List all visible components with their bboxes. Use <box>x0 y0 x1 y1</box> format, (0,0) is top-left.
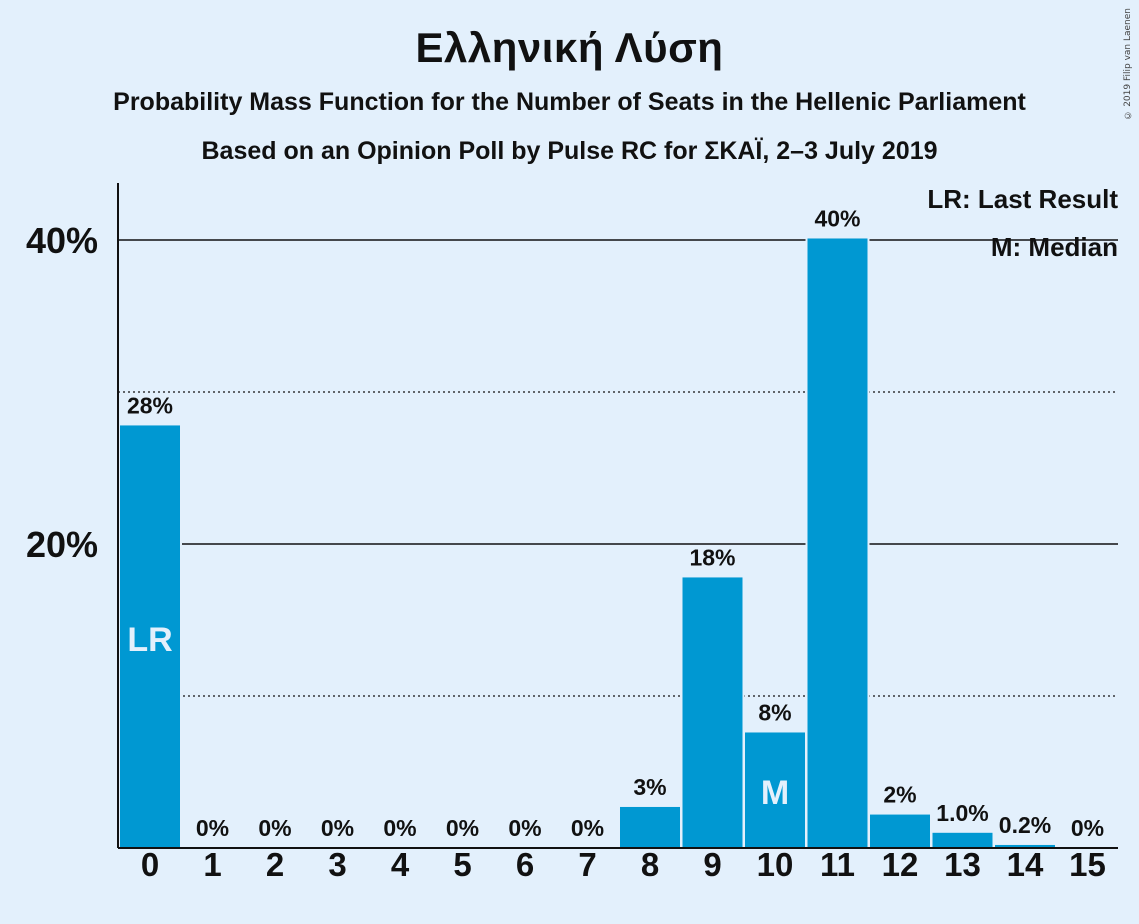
bar <box>932 832 993 848</box>
bar <box>682 577 743 848</box>
data-label: 28% <box>127 392 173 418</box>
x-tick-label: 12 <box>882 846 919 883</box>
bar-layer <box>118 237 1057 849</box>
x-tick-label: 3 <box>328 846 346 883</box>
label-layer: 28% LR 0% 0% 0% 0% 0% 0% 0% 3% 18% 8% M 40% 2% 1.0% 0.2%… <box>127 205 1104 841</box>
bar <box>870 814 930 848</box>
x-tick-label: 4 <box>391 846 410 883</box>
chart-subtitle-2: Based on an Opinion Poll by Pulse RC for… <box>201 137 938 165</box>
grid-layer <box>118 239 1118 697</box>
y-tick-label: 40% <box>26 220 98 261</box>
x-tick-label: 14 <box>1007 846 1044 883</box>
data-label: 0% <box>383 815 416 841</box>
x-tick-label: 6 <box>516 846 534 883</box>
x-tick-label: 15 <box>1069 846 1106 883</box>
data-label: 0% <box>508 815 541 841</box>
bar <box>745 732 805 848</box>
x-tick-label: 7 <box>578 846 596 883</box>
legend-last-result: LR: Last Result <box>927 184 1118 214</box>
data-label: 0.2% <box>999 812 1051 838</box>
chart-subtitle-1: Probability Mass Function for the Number… <box>113 88 1026 116</box>
data-label: 0% <box>571 815 604 841</box>
data-label: 2% <box>883 782 916 808</box>
data-label: 0% <box>446 815 479 841</box>
x-tick-label: 0 <box>141 846 159 883</box>
x-tick-label: 13 <box>944 846 981 883</box>
axis-layer: 20%40%0 1 2 3 4 5 6 7 8 9 10 11 12 13 14 15 <box>26 183 1118 883</box>
data-label: 18% <box>689 544 735 570</box>
data-label: 0% <box>196 815 229 841</box>
x-tick-label: 11 <box>820 846 855 883</box>
data-label: 3% <box>633 774 666 800</box>
data-label: 0% <box>321 815 354 841</box>
legend-median: M: Median <box>990 232 1118 262</box>
bar-inside-label: M <box>761 774 789 812</box>
data-label: 1.0% <box>936 800 988 826</box>
data-label: 40% <box>814 205 860 231</box>
x-tick-label: 5 <box>453 846 471 883</box>
data-label: 8% <box>758 699 791 725</box>
chart-title: Ελληνική Λύση <box>415 24 724 71</box>
x-tick-label: 10 <box>757 846 794 883</box>
data-label: 0% <box>258 815 291 841</box>
x-tick-label: 1 <box>203 846 221 883</box>
bar-inside-label: LR <box>127 621 172 659</box>
bar <box>120 425 180 848</box>
data-label: 0% <box>1071 815 1104 841</box>
y-tick-label: 20% <box>26 524 98 565</box>
bar <box>807 238 868 849</box>
x-tick-label: 2 <box>266 846 284 883</box>
x-tick-label: 8 <box>641 846 659 883</box>
x-tick-label: 9 <box>703 846 721 883</box>
bar <box>620 806 680 848</box>
bar <box>995 844 1055 848</box>
